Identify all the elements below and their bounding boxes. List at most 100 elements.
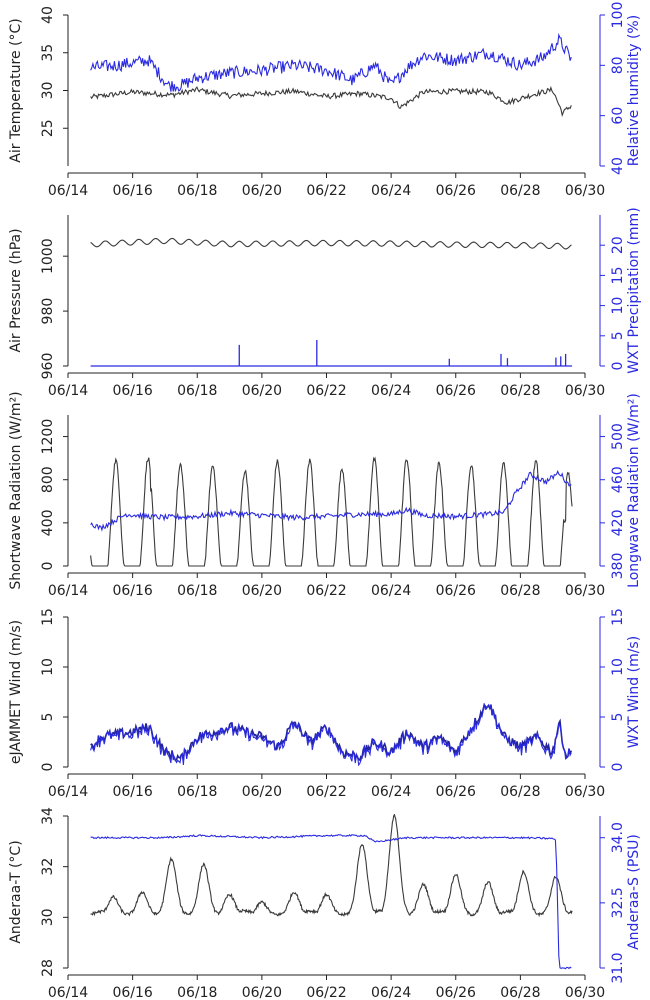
left-tick-label: 0 [40, 763, 56, 772]
panel-pressure-precipitation: 960 980 1000 0 5 10 15 20 06/14 06/16 06/18 06/20 06… [8, 207, 642, 399]
series-shortwave-radiation [90, 456, 573, 567]
x-tick-label: 06/20 [242, 383, 282, 399]
x-tick-label: 06/16 [112, 183, 152, 199]
x-tick-label: 06/22 [306, 183, 346, 199]
x-tick-label: 06/14 [48, 383, 88, 399]
right-tick-label: 0 [610, 362, 626, 371]
series-air-pressure [90, 237, 572, 250]
left-axis-title: Air Temperature (°C) [8, 18, 24, 163]
x-tick-label: 06/22 [306, 784, 346, 800]
series-anderaa-s [90, 833, 572, 970]
series-ejammet-wind [90, 703, 573, 762]
left-tick-label: 1200 [40, 419, 56, 455]
x-tick-label: 06/18 [177, 784, 217, 800]
x-tick-label: 06/26 [436, 583, 476, 599]
left-tick-label: 960 [40, 353, 56, 380]
x-tick-label: 06/20 [242, 784, 282, 800]
left-tick-label: 40 [40, 6, 56, 24]
x-tick-label: 06/14 [48, 784, 88, 800]
x-tick-label: 06/24 [371, 383, 411, 399]
x-tick-label: 06/30 [565, 985, 605, 1000]
x-tick-label: 06/28 [500, 784, 540, 800]
x-tick-label: 06/18 [177, 383, 217, 399]
series-wxt-wind [90, 703, 572, 767]
right-tick-label: 100 [610, 2, 626, 29]
right-tick-label: 20 [610, 236, 626, 254]
right-tick-label: 10 [610, 658, 626, 676]
x-tick-label: 06/24 [371, 583, 411, 599]
panel-temperature-humidity: 25 30 35 40 40 60 80 100 06/14 06/16 06/18 06/20 06/… [8, 2, 642, 199]
left-tick-label: 1000 [40, 238, 56, 274]
left-tick-label: 10 [40, 658, 56, 676]
x-tick-label: 06/22 [306, 583, 346, 599]
right-tick-label: 420 [610, 509, 626, 536]
left-tick-label: 30 [40, 82, 56, 100]
x-tick-label: 06/24 [371, 784, 411, 800]
x-tick-label: 06/26 [436, 784, 476, 800]
left-tick-label: 800 [40, 466, 56, 493]
right-tick-label: 80 [610, 56, 626, 74]
x-tick-label: 06/16 [112, 583, 152, 599]
x-tick-label: 06/22 [306, 985, 346, 1000]
right-tick-label: 460 [610, 466, 626, 493]
right-tick-label: 380 [610, 553, 626, 580]
right-tick-label: 5 [610, 713, 626, 722]
right-axis-title: WXT Wind (m/s) [626, 636, 642, 748]
x-tick-label: 06/20 [242, 583, 282, 599]
left-axis-title: Air Pressure (hPa) [8, 228, 24, 352]
left-tick-label: 35 [40, 44, 56, 62]
right-tick-label: 10 [610, 297, 626, 315]
series-anderaa-t [90, 814, 573, 918]
left-tick-label: 34 [40, 807, 56, 825]
right-tick-label: 500 [610, 423, 626, 450]
left-tick-label: 400 [40, 509, 56, 536]
left-tick-label: 980 [40, 298, 56, 325]
right-tick-label: 0 [610, 763, 626, 772]
x-tick-label: 06/26 [436, 985, 476, 1000]
x-tick-label: 06/14 [48, 985, 88, 1000]
right-axis-title: Anderaa-S (PSU) [626, 834, 642, 950]
panel-radiation: 0 400 800 1200 380 420 460 500 06/14 06/16 06/18 06… [8, 391, 642, 599]
x-tick-label: 06/28 [500, 583, 540, 599]
left-tick-label: 30 [40, 908, 56, 926]
x-tick-label: 06/16 [112, 985, 152, 1000]
x-tick-label: 06/26 [436, 183, 476, 199]
right-tick-label: 40 [610, 157, 626, 175]
left-tick-label: 25 [40, 119, 56, 137]
panel-anderaa: 28 30 32 34 31.0 32.5 34.0 06/14 06/16 06/18 06/20… [8, 807, 642, 1000]
x-tick-label: 06/30 [565, 383, 605, 399]
panel-wind: 0 5 10 15 0 5 10 15 06/14 06/16 06/18 06/20 06/22 06/… [8, 608, 642, 800]
x-tick-label: 06/16 [112, 383, 152, 399]
x-tick-label: 06/18 [177, 583, 217, 599]
series-air-temperature [90, 85, 572, 118]
x-tick-label: 06/28 [500, 985, 540, 1000]
left-axis-title: Anderaa-T (°C) [8, 840, 24, 943]
right-tick-label: 32.5 [610, 887, 626, 918]
right-tick-label: 15 [610, 608, 626, 626]
left-tick-label: 28 [40, 959, 56, 977]
x-tick-label: 06/28 [500, 383, 540, 399]
x-tick-label: 06/18 [177, 183, 217, 199]
x-tick-label: 06/18 [177, 985, 217, 1000]
x-tick-label: 06/28 [500, 183, 540, 199]
x-tick-label: 06/20 [242, 183, 282, 199]
left-axis-title: eJAMMET Wind (m/s) [8, 620, 24, 764]
x-tick-label: 06/24 [371, 183, 411, 199]
left-tick-label: 32 [40, 858, 56, 876]
x-tick-label: 06/24 [371, 985, 411, 1000]
right-tick-label: 31.0 [610, 952, 626, 983]
x-tick-label: 06/20 [242, 985, 282, 1000]
x-tick-label: 06/14 [48, 183, 88, 199]
x-tick-label: 06/30 [565, 784, 605, 800]
right-axis-title: WXT Precipitation (mm) [626, 207, 642, 373]
right-tick-label: 15 [610, 266, 626, 284]
x-tick-label: 06/30 [565, 183, 605, 199]
series-longwave-radiation [90, 469, 572, 532]
left-tick-label: 15 [40, 608, 56, 626]
x-tick-label: 06/30 [565, 583, 605, 599]
x-tick-label: 06/14 [48, 583, 88, 599]
right-axis-title: Relative humidity (%) [626, 15, 642, 166]
x-tick-label: 06/16 [112, 784, 152, 800]
right-tick-label: 34.0 [610, 822, 626, 853]
